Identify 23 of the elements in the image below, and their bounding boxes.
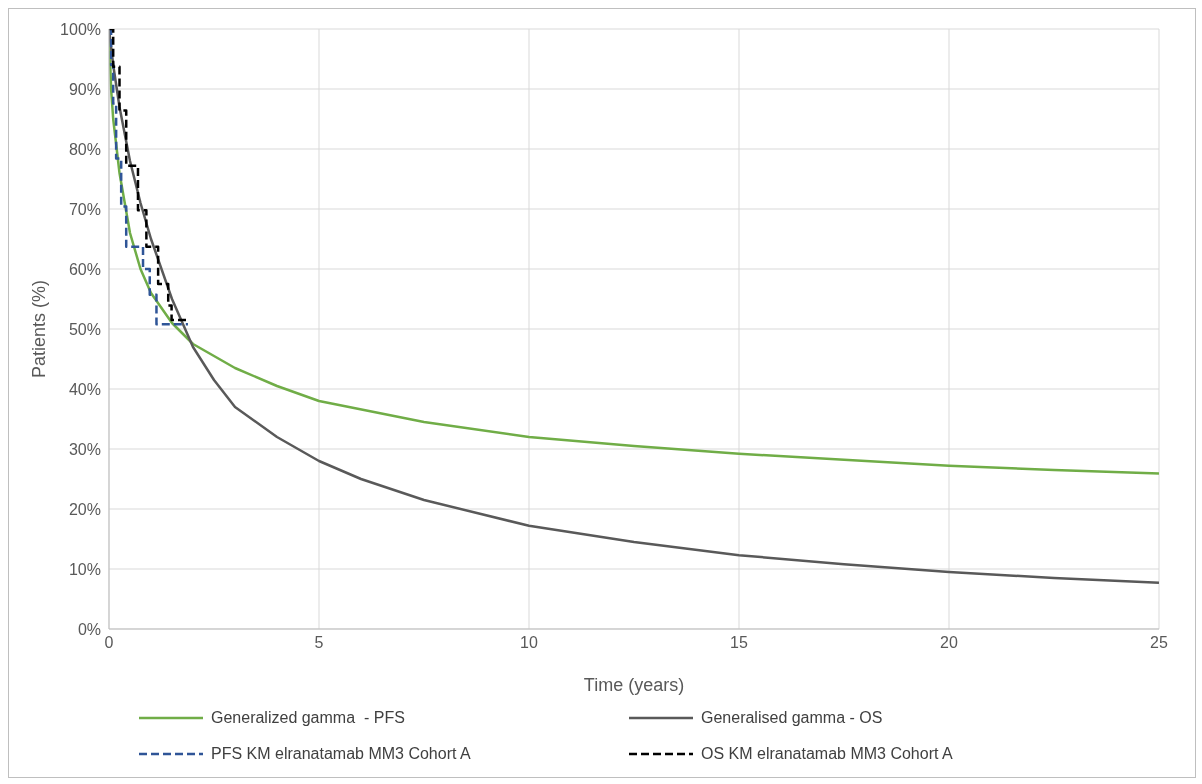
legend-label: OS KM elranatamab MM3 Cohort A [701, 745, 953, 763]
x-tick-label: 10 [520, 634, 538, 652]
y-tick-label: 90% [68, 80, 101, 98]
y-tick-label: 70% [68, 200, 101, 218]
y-tick-label: 60% [68, 260, 101, 278]
y-tick-label: 20% [68, 500, 101, 518]
y-tick-label: 0% [77, 620, 101, 638]
legend-label: PFS KM elranatamab MM3 Cohort A [211, 745, 471, 763]
x-tick-label: 25 [1150, 634, 1168, 652]
y-tick-label: 30% [68, 440, 101, 458]
legend-label: Generalized gamma - PFS [211, 709, 405, 727]
y-tick-label: 100% [60, 20, 101, 38]
y-tick-label: 50% [68, 320, 101, 338]
x-axis-title: Time (years) [583, 675, 685, 695]
legend-label: Generalised gamma - OS [701, 709, 883, 727]
x-tick-label: 0 [104, 634, 114, 652]
y-tick-label: 40% [68, 380, 101, 398]
x-tick-label: 15 [730, 634, 748, 652]
y-tick-label: 10% [68, 560, 101, 578]
y-axis-title: Patients (%) [29, 279, 50, 379]
x-tick-label: 20 [940, 634, 958, 652]
x-tick-label: 5 [314, 634, 324, 652]
y-tick-label: 80% [68, 140, 101, 158]
